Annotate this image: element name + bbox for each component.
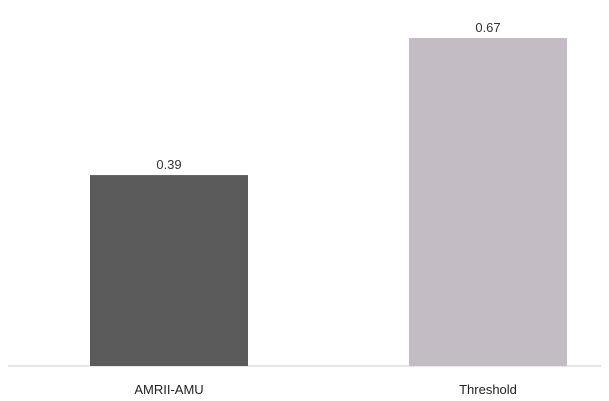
- data-label-amrii-amu: 0.39: [156, 157, 181, 172]
- x-tick-label-amrii-amu: AMRII-AMU: [134, 382, 203, 397]
- data-label-threshold: 0.67: [475, 20, 500, 35]
- bar-threshold: [409, 38, 567, 366]
- x-tick-label-threshold: Threshold: [459, 382, 517, 397]
- bar-amrii-amu: [90, 175, 248, 366]
